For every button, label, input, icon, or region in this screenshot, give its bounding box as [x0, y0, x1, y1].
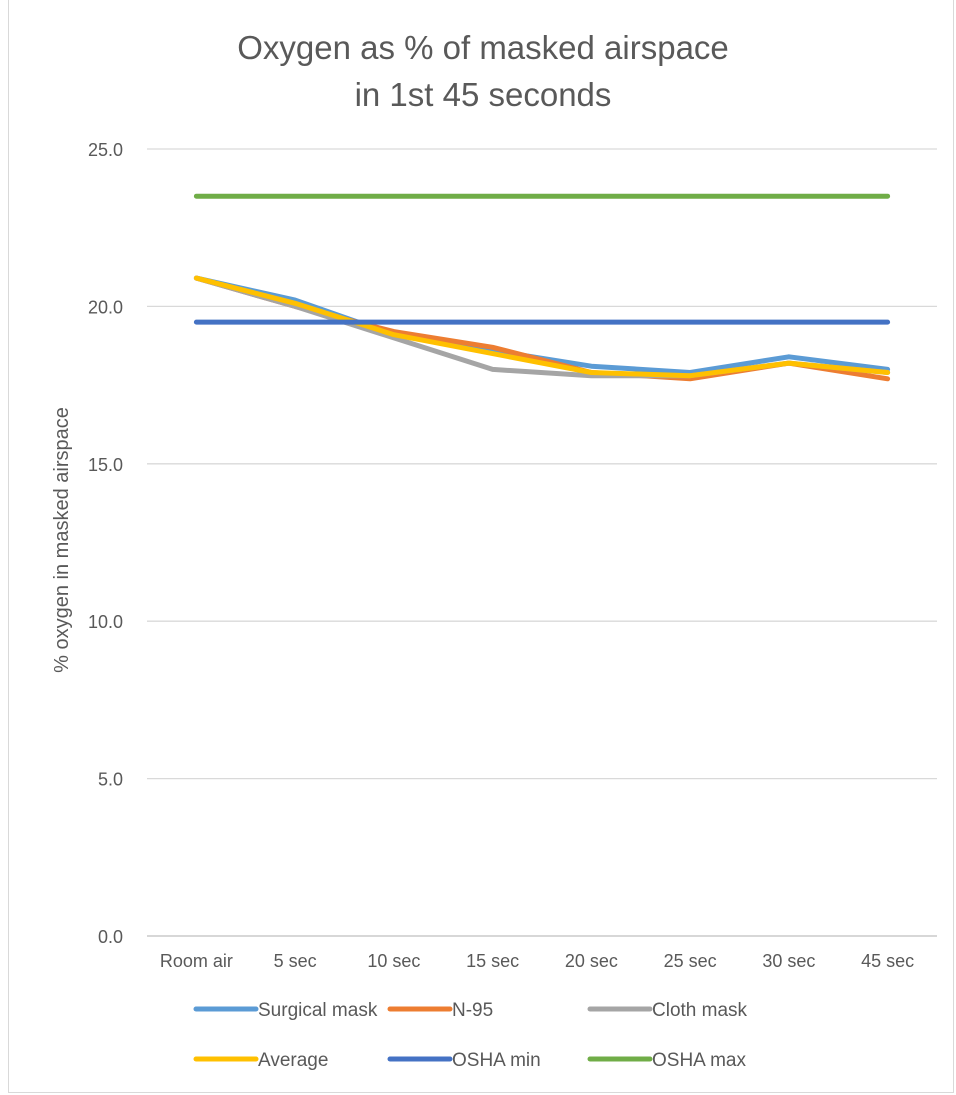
x-tick-label: 25 sec [664, 951, 717, 971]
series-lines [196, 196, 887, 379]
y-tick-label: 15.0 [88, 455, 123, 475]
x-tick-label: 5 sec [274, 951, 317, 971]
gridlines [147, 149, 937, 936]
legend-item-average: Average [196, 1050, 328, 1071]
legend-item-cloth-mask: Cloth mask [590, 1000, 748, 1021]
legend-label: Cloth mask [652, 1000, 748, 1021]
chart-title: Oxygen as % of masked airspace in 1st 45… [237, 29, 729, 113]
legend-item-n-95: N-95 [390, 1000, 493, 1021]
y-tick-label: 20.0 [88, 297, 123, 317]
legend-label: Surgical mask [258, 1000, 378, 1021]
y-tick-label: 10.0 [88, 612, 123, 632]
y-axis-title: % oxygen in masked airspace [51, 407, 73, 673]
x-tick-label: 15 sec [466, 951, 519, 971]
series-line-average [196, 278, 887, 376]
x-tick-label: 20 sec [565, 951, 618, 971]
x-tick-label: 30 sec [762, 951, 815, 971]
legend-item-osha-min: OSHA min [390, 1050, 541, 1071]
chart-title-line-1: Oxygen as % of masked airspace [237, 29, 729, 66]
legend-label: N-95 [452, 1000, 493, 1021]
y-tick-label: 5.0 [98, 770, 123, 790]
x-axis-ticks: Room air 5 sec 10 sec 15 sec 20 sec 25 sec 30 … [160, 951, 914, 971]
chart-title-line-2: in 1st 45 seconds [355, 76, 612, 113]
legend-label: Average [258, 1050, 328, 1071]
y-tick-label: 0.0 [98, 927, 123, 947]
x-tick-label: Room air [160, 951, 233, 971]
legend-label: OSHA min [452, 1050, 541, 1071]
y-tick-label: 25.0 [88, 140, 123, 160]
y-axis-ticks: 0.0 5.0 10.0 15.0 20.0 25.0 [88, 140, 123, 947]
legend: Surgical mask N-95 Cloth mask Average OSHA m… [196, 1000, 748, 1071]
legend-item-osha-max: OSHA max [590, 1050, 746, 1071]
legend-label: OSHA max [652, 1050, 746, 1071]
x-tick-label: 10 sec [367, 951, 420, 971]
x-tick-label: 45 sec [861, 951, 914, 971]
legend-item-surgical-mask: Surgical mask [196, 1000, 378, 1021]
